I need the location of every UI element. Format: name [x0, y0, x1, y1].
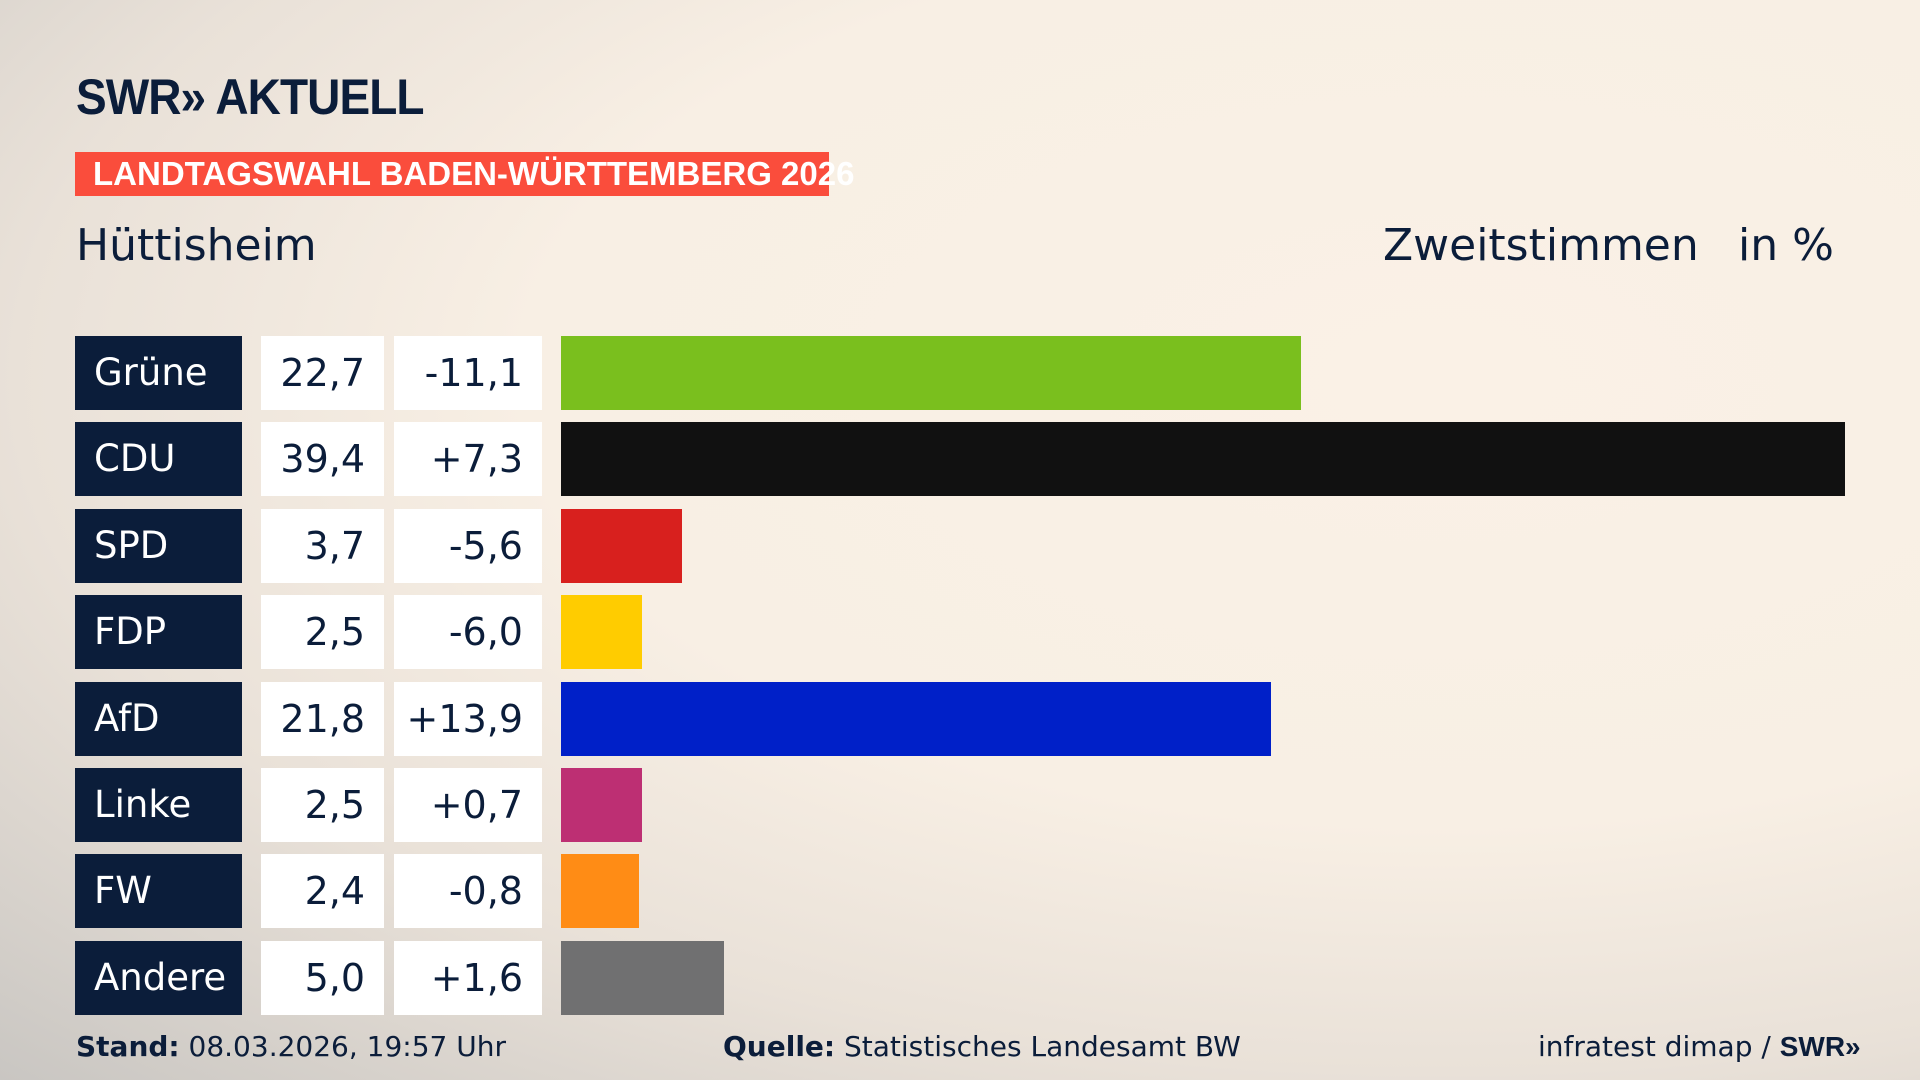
change-label: -0,8	[394, 854, 542, 929]
bar	[561, 681, 1272, 756]
value-label: 39,4	[261, 422, 384, 497]
bar	[561, 595, 643, 670]
stand-label: Stand:	[76, 1030, 180, 1063]
change-label: +13,9	[394, 681, 542, 756]
stand-value: 08.03.2026, 19:57 Uhr	[188, 1030, 506, 1063]
source: Quelle: Statistisches Landesamt BW	[723, 1030, 1241, 1063]
value-label: 21,8	[261, 681, 384, 756]
bar	[561, 508, 682, 583]
value-label: 5,0	[261, 940, 384, 1015]
change-label: +0,7	[394, 768, 542, 842]
party-label: FDP	[75, 595, 242, 670]
party-label: FW	[75, 854, 242, 929]
bar	[561, 336, 1301, 410]
party-label: SPD	[75, 508, 242, 583]
metric-label: Zweitstimmen	[1383, 220, 1699, 271]
bar	[561, 854, 640, 929]
bar	[561, 768, 643, 842]
value-label: 2,4	[261, 854, 384, 929]
credit: infratest dimap / SWR»	[1538, 1030, 1861, 1063]
change-label: -6,0	[394, 595, 542, 670]
bar	[561, 422, 1845, 497]
value-label: 2,5	[261, 595, 384, 670]
party-label: Andere	[75, 940, 242, 1015]
party-label: Grüne	[75, 336, 242, 410]
bar	[561, 940, 724, 1015]
party-label: Linke	[75, 768, 242, 842]
credit-text: infratest dimap /	[1538, 1030, 1780, 1063]
source-label: Quelle:	[723, 1030, 836, 1063]
unit-label: in %	[1738, 220, 1834, 271]
change-label: -5,6	[394, 508, 542, 583]
value-label: 2,5	[261, 768, 384, 842]
source-value: Statistisches Landesamt BW	[844, 1030, 1241, 1063]
swr-logo: SWR»	[1779, 1031, 1861, 1062]
party-label: CDU	[75, 422, 242, 497]
party-label: AfD	[75, 681, 242, 756]
timestamp: Stand: 08.03.2026, 19:57 Uhr	[76, 1030, 506, 1063]
value-label: 3,7	[261, 508, 384, 583]
swr-aktuell-logo: SWR» AKTUELL	[76, 69, 424, 125]
change-label: -11,1	[394, 336, 542, 410]
place-title: Hüttisheim	[76, 220, 317, 271]
change-label: +7,3	[394, 422, 542, 497]
election-banner: LANDTAGSWAHL BADEN-WÜRTTEMBERG 2026	[75, 152, 854, 196]
value-label: 22,7	[261, 336, 384, 410]
change-label: +1,6	[394, 940, 542, 1015]
